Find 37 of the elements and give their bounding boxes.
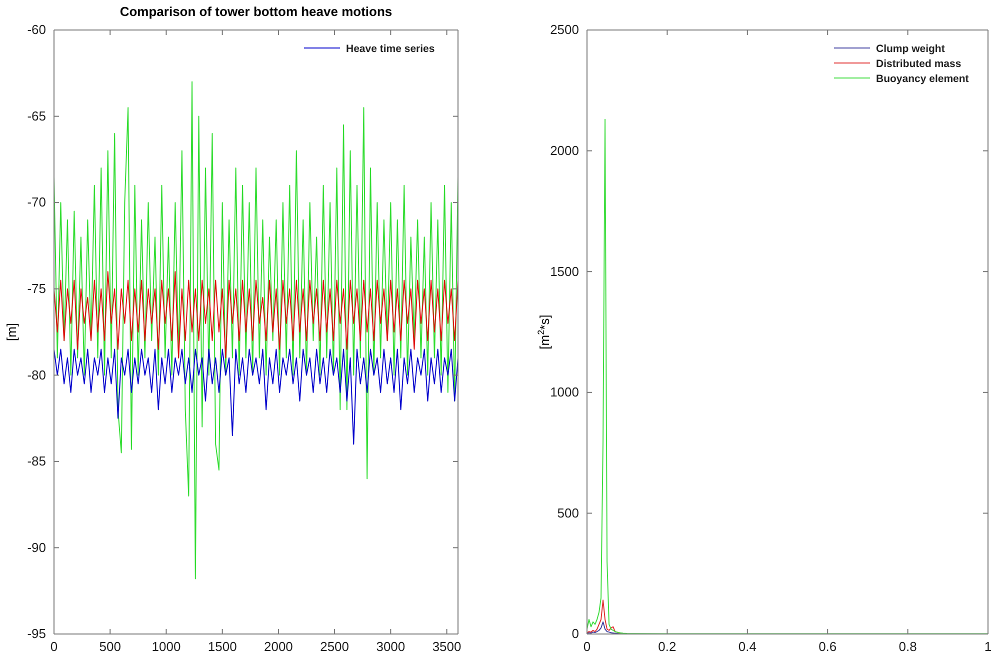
x-tick-label: 0.4 [738,639,756,654]
x-tick-label: 0 [583,639,591,654]
y-tick-label: 2000 [550,142,579,158]
y-tick-label: -70 [27,194,46,210]
legend-label: Clump weight [876,43,946,55]
legend-label: Heave time series [346,43,435,55]
chart-title: Comparison of tower bottom heave motions [120,4,392,19]
x-tick-label: 0.2 [658,639,676,654]
x-tick-label: 0 [50,639,58,654]
y-tick-label: 500 [557,505,579,520]
y-tick-label: 1000 [550,384,579,400]
x-tick-label: 3000 [376,639,406,654]
x-tick-label: 1 [984,639,992,654]
x-tick-label: 2000 [264,639,293,654]
line-series [54,271,458,358]
x-tick-label: 1500 [208,639,237,654]
x-tick-label: 0.6 [818,639,837,654]
x-tick-label: 1000 [152,639,181,654]
y-axis-title: [m] [4,322,19,342]
x-tick-label: 0.8 [898,639,917,654]
y-tick-label: 0 [572,626,579,642]
legend-label: Distributed mass [876,58,962,70]
y-tick-label: -60 [27,22,46,38]
y-tick-label: -80 [27,367,46,382]
y-tick-label: -85 [27,454,46,469]
y-tick-label: -95 [27,626,46,642]
y-tick-label: -65 [27,108,46,124]
y-tick-label: 2500 [550,22,579,38]
y-tick-label: 1500 [550,264,579,279]
x-tick-label: 2500 [320,639,350,654]
x-tick-label: 500 [99,639,121,654]
line-series [54,348,458,445]
y-tick-label: -75 [27,281,46,296]
line-series [54,81,458,580]
y-tick-label: -90 [27,540,46,555]
legend-label: Buoyancy element [876,73,970,85]
x-tick-label: 3500 [432,639,462,654]
